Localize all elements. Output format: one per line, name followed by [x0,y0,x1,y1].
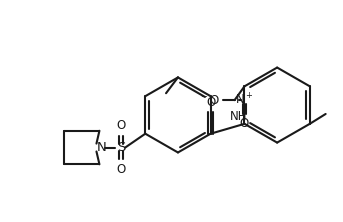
Text: O: O [240,117,249,130]
Text: N: N [96,141,106,154]
Text: NH: NH [229,110,247,123]
Text: O: O [117,163,126,176]
Text: N$^+$: N$^+$ [235,93,254,108]
Text: $^-$O: $^-$O [200,94,221,107]
Text: O: O [117,119,126,132]
Text: O: O [206,96,215,109]
Text: S: S [117,141,126,154]
